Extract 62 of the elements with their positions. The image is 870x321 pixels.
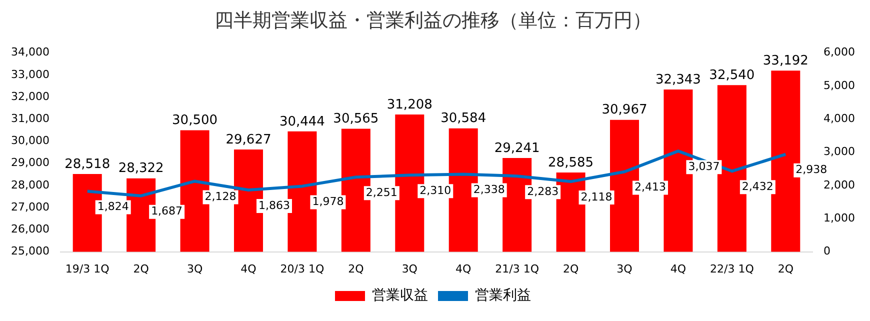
y-tick-label: 32,000 [10, 90, 50, 103]
y-tick-label: 31,000 [10, 112, 50, 125]
data-label: 33,192 [762, 54, 808, 69]
y2-tick-label: 3,000 [824, 145, 856, 158]
data-label: 1,824 [97, 200, 129, 214]
x-tick-label: 4Q [670, 262, 686, 276]
x-tick-label: 4Q [240, 262, 257, 276]
data-label: 2,310 [420, 184, 452, 198]
y-tick-label: 29,000 [10, 156, 50, 170]
y2-tick-label: 4,000 [824, 112, 856, 125]
data-label: 2,432 [742, 180, 774, 193]
y-tick-label: 34,000 [10, 46, 50, 59]
x-tick-label: 3Q [402, 262, 418, 276]
data-label: 3,037 [688, 160, 720, 173]
x-tick-label: 3Q [616, 262, 633, 276]
legend-label: 営業利益 [475, 288, 531, 304]
y-tick-label: 26,000 [10, 222, 50, 236]
x-tick-label: 2Q [778, 262, 794, 276]
data-label: 28,322 [118, 161, 164, 176]
data-label: 30,967 [602, 102, 648, 118]
data-label: 2,128 [204, 190, 236, 204]
data-label: 29,627 [226, 132, 272, 148]
x-tick-label: 2Q [133, 262, 150, 276]
data-label: 30,444 [279, 114, 325, 130]
x-tick-label: 2Q [348, 262, 364, 276]
y2-tick-label: 5,000 [824, 78, 856, 92]
y2-tick-label: 0 [824, 244, 831, 258]
data-label: 31,208 [386, 97, 432, 112]
data-label: 2,118 [580, 190, 612, 204]
y-tick-label: 27,000 [10, 200, 50, 214]
y-tick-label: 25,000 [10, 244, 50, 258]
x-tick-label: 2Q [562, 262, 579, 276]
data-label: 1,687 [151, 204, 183, 218]
data-label: 30,500 [172, 113, 218, 128]
y2-tick-label: 2,000 [824, 178, 856, 192]
data-label: 30,584 [440, 111, 486, 126]
x-tick-label: 22/3 1Q [710, 262, 754, 276]
data-label: 2,251 [366, 186, 398, 199]
data-label: 2,338 [473, 183, 505, 196]
y-tick-label: 33,000 [10, 68, 50, 81]
y2-tick-label: 1,000 [824, 211, 856, 224]
data-label: 29,241 [494, 140, 540, 156]
x-tick-label: 19/3 1Q [65, 262, 110, 276]
data-label: 32,343 [655, 72, 701, 88]
data-label: 28,518 [64, 156, 110, 172]
chart-title: 四半期営業収益・営業利益の推移（単位：百万円） [214, 9, 652, 32]
x-tick-label: 20/3 1Q [280, 262, 324, 276]
legend-label: 営業収益 [372, 288, 428, 304]
data-label: 28,585 [548, 155, 594, 170]
data-label: 2,938 [796, 163, 828, 176]
y2-tick-label: 6,000 [824, 46, 856, 59]
y-tick-label: 28,000 [10, 178, 50, 192]
data-label: 1,978 [312, 195, 344, 208]
data-label: 1,863 [258, 198, 290, 212]
y-tick-label: 30,000 [10, 134, 50, 148]
data-label: 32,540 [709, 68, 755, 83]
data-label: 2,413 [634, 180, 666, 194]
x-tick-label: 21/3 1Q [495, 262, 540, 276]
data-label: 30,565 [333, 112, 379, 127]
x-tick-label: 3Q [186, 262, 203, 276]
data-label: 2,283 [527, 184, 559, 198]
x-tick-label: 4Q [456, 262, 472, 276]
